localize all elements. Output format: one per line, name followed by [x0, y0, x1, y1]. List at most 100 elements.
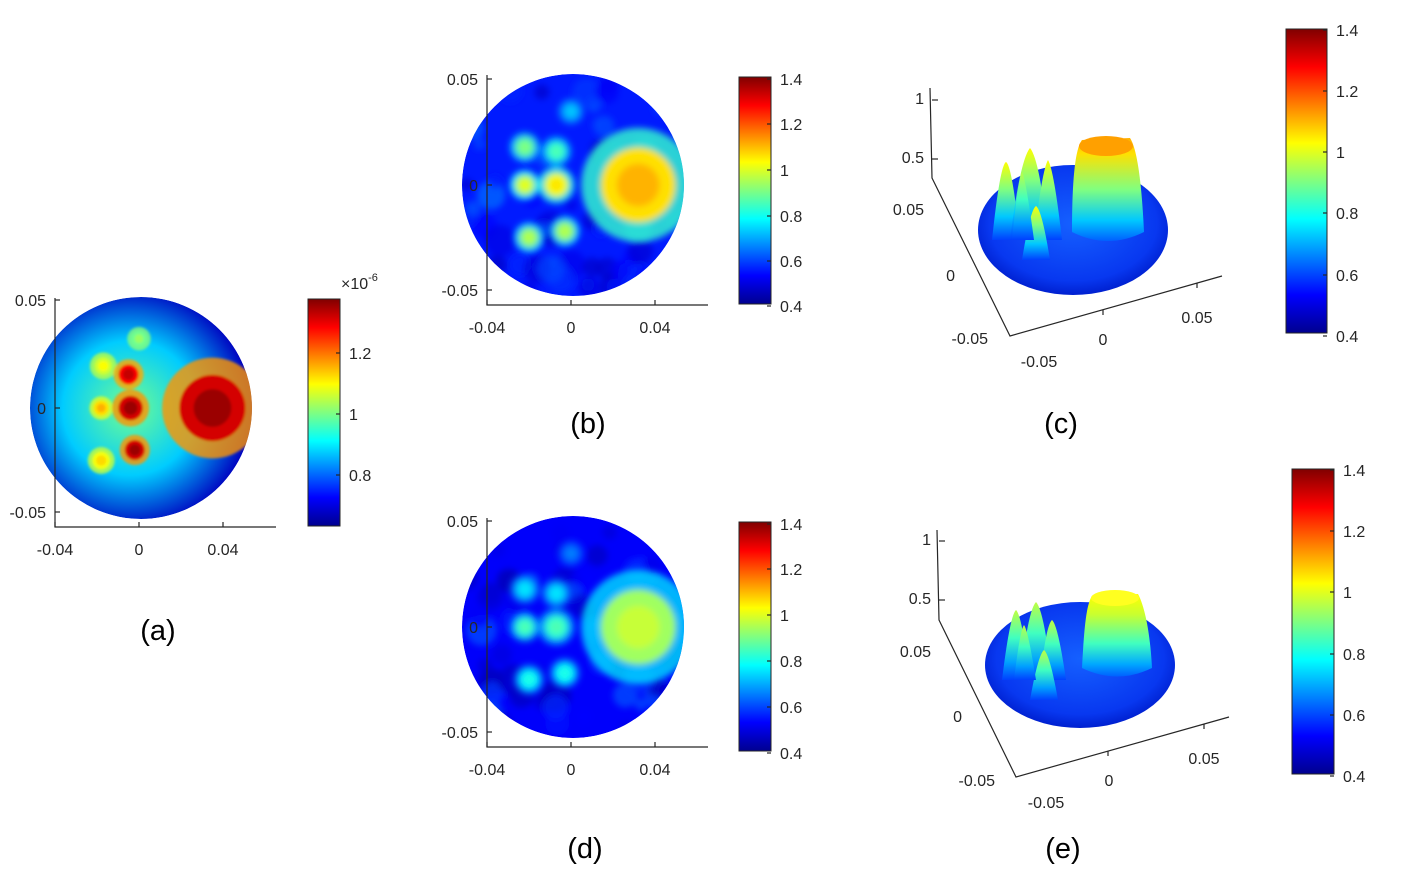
- colorbar-tick-label: 1: [780, 608, 789, 625]
- inclusion-core: [565, 548, 577, 559]
- x-tick-label: 0.04: [207, 542, 238, 559]
- panel-e-tick-labels: 1 0.5 0.05 0 -0.05 -0.05 0 0.05: [900, 532, 1220, 812]
- y-tick-label: 0.05: [893, 202, 924, 219]
- panel-d-y-ticks: 0.05 0 -0.05: [442, 514, 492, 742]
- inclusion-core: [122, 368, 135, 381]
- panel-c: 1 0.5 0.05 0 -0.05 -0.05 0 0.05 1.4 1.2 1 0…: [893, 23, 1358, 440]
- colorbar-tick-label: 1: [1343, 585, 1352, 602]
- z-tick-label: 1: [922, 532, 931, 549]
- inclusion-core: [523, 673, 535, 686]
- colorbar-tick-label: 1: [780, 163, 789, 180]
- inclusion-core: [129, 444, 141, 456]
- panel-c-tick-labels: 1 0.5 0.05 0 -0.05 -0.05 0 0.05: [893, 91, 1213, 371]
- colorbar-tick-label: 1.2: [780, 117, 802, 134]
- surface-peak: [1022, 206, 1050, 260]
- x-tick-label: 0.04: [639, 762, 670, 779]
- inclusion-core: [193, 389, 232, 427]
- y-tick-label: -0.05: [442, 283, 479, 300]
- colorbar-tick-label: 1.4: [780, 72, 802, 89]
- colorbar-tick-label: 1.4: [1336, 23, 1358, 40]
- inclusion-core: [519, 583, 531, 595]
- colorbar-tick-label: 1.2: [1343, 524, 1365, 541]
- surface-peak: [1012, 172, 1034, 240]
- panel-c-surface: [978, 136, 1168, 295]
- colorbar-tick-label: 0.6: [780, 254, 802, 271]
- x-tick-label: -0.04: [469, 762, 506, 779]
- colorbar-tick-label: 0.4: [780, 746, 802, 763]
- panel-e-caption: (e): [1045, 833, 1080, 865]
- panel-b-caption: (b): [570, 408, 605, 440]
- y-tick-label: -0.05: [442, 725, 479, 742]
- colorbar-gradient: [1291, 468, 1335, 775]
- colorbar-tick-label: 1.2: [780, 562, 802, 579]
- panel-c-caption: (c): [1044, 408, 1078, 440]
- panel-d: 0.05 0 -0.05 -0.04 0 0.04 1.4 1.2 1 0.8 0.6 0…: [442, 514, 803, 865]
- inclusion-core: [549, 178, 564, 192]
- y-tick-label: 0.05: [900, 644, 931, 661]
- surface-tower: [1072, 138, 1144, 241]
- colorbar-gradient: [307, 298, 341, 527]
- inclusion-core: [519, 179, 531, 191]
- inclusion-core: [96, 403, 106, 413]
- colorbar-tick-label: 0.4: [780, 299, 802, 316]
- panel-d-plot: [462, 516, 684, 738]
- panel-d-caption: (d): [567, 833, 602, 865]
- colorbar-tick-label: 1: [349, 407, 358, 424]
- panel-e-axes: [936, 529, 1230, 778]
- inclusion-core: [616, 163, 660, 207]
- colorbar-tick-label: 1.4: [780, 517, 802, 534]
- inclusion-core: [123, 401, 138, 415]
- inclusion-core: [134, 334, 144, 344]
- panel-e-colorbar: 1.4 1.2 1 0.8 0.6 0.4: [1291, 463, 1365, 786]
- panel-c-colorbar: 1.4 1.2 1 0.8 0.6 0.4: [1285, 23, 1358, 346]
- x-tick-label: 0.04: [639, 320, 670, 337]
- panel-a-x-ticks: -0.04 0 0.04: [37, 522, 239, 559]
- panel-a: 0.05 0 -0.05 -0.04 0 0.04 1.210.8 ×10-6 …: [10, 272, 378, 647]
- x-tick-label: 0: [1099, 332, 1108, 349]
- x-tick-label: 0: [1105, 773, 1114, 790]
- panel-a-colorbar: 1.2 1 0.8: [307, 298, 371, 527]
- panel-e-surface: [985, 590, 1175, 728]
- y-tick-label: -0.05: [10, 505, 47, 522]
- colorbar-tick-label: 1: [1336, 145, 1345, 162]
- colorbar-tick-label: 0.8: [1336, 206, 1358, 223]
- surface-peak: [1030, 650, 1058, 700]
- y-tick-label: 0: [946, 268, 955, 285]
- z-tick-label: 0.5: [909, 591, 931, 608]
- inclusion-core: [98, 360, 109, 372]
- colorbar-gradient: [738, 76, 772, 305]
- inclusion-core: [523, 231, 535, 244]
- y-tick-label: -0.05: [952, 331, 989, 348]
- y-tick-label: 0: [37, 401, 46, 418]
- colorbar-gradient: [1285, 28, 1328, 334]
- surface-tower: [1082, 594, 1152, 677]
- y-tick-label: 0.05: [15, 293, 46, 310]
- panel-d-x-ticks: -0.04 0 0.04: [469, 742, 671, 779]
- colorbar-tick-label: 1.4: [1343, 463, 1365, 480]
- y-tick-label: 0: [469, 178, 478, 195]
- y-tick-label: 0.05: [447, 72, 478, 89]
- inclusion-core: [559, 667, 571, 679]
- colorbar-tick-label: 0.8: [349, 468, 371, 485]
- x-tick-label: 0.05: [1188, 751, 1219, 768]
- inclusion-core: [519, 621, 531, 633]
- panel-b: 0.05 0 -0.05 -0.04 0 0.04 1.4 1.2 1 0.8 0.6 0…: [442, 72, 803, 440]
- z-tick-label: 0.5: [902, 150, 924, 167]
- panel-e: 1 0.5 0.05 0 -0.05 -0.05 0 0.05 1.4 1.2 1 0…: [900, 463, 1365, 865]
- inclusion-core: [565, 106, 577, 117]
- inclusion-core: [519, 141, 531, 153]
- x-tick-label: -0.04: [469, 320, 506, 337]
- inclusion-core: [550, 587, 562, 600]
- y-tick-label: -0.05: [959, 773, 996, 790]
- colorbar-tick-label: 0.8: [780, 654, 802, 671]
- x-tick-label: 0: [135, 542, 144, 559]
- y-tick-label: 0: [953, 709, 962, 726]
- panel-b-plot: [462, 74, 684, 296]
- panel-c-axes: [929, 87, 1223, 337]
- panel-b-colorbar: 1.4 1.2 1 0.8 0.6 0.4: [738, 72, 802, 316]
- inclusion-core: [550, 145, 562, 158]
- colorbar-multiplier: ×10-6: [341, 272, 378, 293]
- colorbar-tick-label: 0.6: [780, 700, 802, 717]
- panel-a-y-ticks: 0.05 0 -0.05: [10, 293, 60, 522]
- surface-peak: [1014, 625, 1036, 680]
